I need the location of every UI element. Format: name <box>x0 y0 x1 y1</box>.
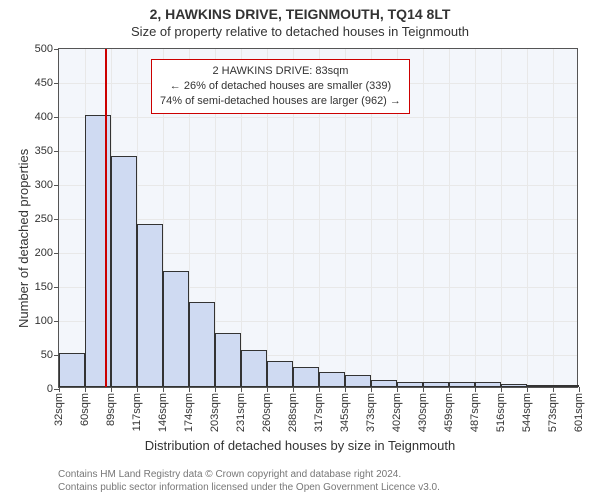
xtick-label: 260sqm <box>261 393 273 432</box>
plot-area: 05010015020025030035040045050032sqm60sqm… <box>58 48 578 388</box>
histogram-bar <box>293 367 320 387</box>
marker-line <box>105 49 107 387</box>
histogram-bar <box>59 353 85 387</box>
footer-line1: Contains HM Land Registry data © Crown c… <box>58 468 440 481</box>
xtick-mark <box>371 387 372 392</box>
xtick-mark <box>137 387 138 392</box>
chart-container: 2, HAWKINS DRIVE, TEIGNMOUTH, TQ14 8LT S… <box>0 0 600 500</box>
footer-line2: Contains public sector information licen… <box>58 481 440 494</box>
y-axis-label: Number of detached properties <box>16 149 31 328</box>
ytick-label: 150 <box>35 281 59 293</box>
xtick-mark <box>345 387 346 392</box>
xtick-mark <box>111 387 112 392</box>
footer-attribution: Contains HM Land Registry data © Crown c… <box>58 468 440 494</box>
xtick-label: 345sqm <box>339 393 351 432</box>
histogram-bar <box>163 271 189 387</box>
histogram-bar <box>475 382 502 387</box>
histogram-bar <box>85 115 112 387</box>
histogram-bar <box>527 385 554 387</box>
gridline-v <box>527 49 528 387</box>
ytick-label: 50 <box>41 349 59 361</box>
xtick-mark <box>85 387 86 392</box>
xtick-mark <box>449 387 450 392</box>
histogram-bar <box>267 361 293 387</box>
ytick-label: 350 <box>35 145 59 157</box>
xtick-mark <box>293 387 294 392</box>
xtick-label: 89sqm <box>105 393 117 426</box>
ytick-label: 500 <box>35 43 59 55</box>
xtick-mark <box>579 387 580 392</box>
xtick-mark <box>501 387 502 392</box>
histogram-bar <box>137 224 164 387</box>
xtick-label: 544sqm <box>521 393 533 432</box>
ytick-label: 250 <box>35 213 59 225</box>
xtick-mark <box>527 387 528 392</box>
xtick-mark <box>423 387 424 392</box>
xtick-mark <box>475 387 476 392</box>
gridline-v <box>501 49 502 387</box>
annotation-box: 2 HAWKINS DRIVE: 83sqm← 26% of detached … <box>151 59 410 114</box>
xtick-mark <box>397 387 398 392</box>
xtick-label: 430sqm <box>417 393 429 432</box>
histogram-bar <box>241 350 268 387</box>
xtick-label: 487sqm <box>469 393 481 432</box>
xtick-mark <box>319 387 320 392</box>
histogram-bar <box>449 382 475 387</box>
histogram-bar <box>371 380 398 387</box>
histogram-bar <box>397 382 423 387</box>
xtick-label: 146sqm <box>157 393 169 432</box>
chart-title-subtitle: Size of property relative to detached ho… <box>0 22 600 39</box>
annotation-line: 2 HAWKINS DRIVE: 83sqm <box>160 64 401 79</box>
gridline-v <box>475 49 476 387</box>
xtick-label: 60sqm <box>79 393 91 426</box>
xtick-label: 231sqm <box>235 393 247 432</box>
chart-title-address: 2, HAWKINS DRIVE, TEIGNMOUTH, TQ14 8LT <box>0 0 600 22</box>
xtick-label: 516sqm <box>495 393 507 432</box>
annotation-line: ← 26% of detached houses are smaller (33… <box>160 79 401 94</box>
xtick-mark <box>59 387 60 392</box>
ytick-label: 400 <box>35 111 59 123</box>
xtick-label: 288sqm <box>287 393 299 432</box>
histogram-bar <box>501 384 527 387</box>
xtick-mark <box>189 387 190 392</box>
xtick-label: 601sqm <box>573 393 585 432</box>
ytick-label: 450 <box>35 77 59 89</box>
histogram-bar <box>423 382 450 387</box>
xtick-label: 317sqm <box>313 393 325 432</box>
xtick-label: 174sqm <box>183 393 195 432</box>
xtick-label: 573sqm <box>547 393 559 432</box>
gridline-v <box>449 49 450 387</box>
x-axis-label: Distribution of detached houses by size … <box>0 438 600 453</box>
xtick-mark <box>553 387 554 392</box>
histogram-bar <box>553 385 579 387</box>
ytick-label: 200 <box>35 247 59 259</box>
xtick-label: 32sqm <box>53 393 65 426</box>
xtick-mark <box>215 387 216 392</box>
histogram-bar <box>345 375 371 387</box>
annotation-line: 74% of semi-detached houses are larger (… <box>160 94 401 109</box>
histogram-bar <box>215 333 241 387</box>
xtick-mark <box>163 387 164 392</box>
xtick-label: 373sqm <box>365 393 377 432</box>
xtick-mark <box>267 387 268 392</box>
gridline-v <box>423 49 424 387</box>
ytick-label: 300 <box>35 179 59 191</box>
ytick-label: 100 <box>35 315 59 327</box>
xtick-mark <box>241 387 242 392</box>
histogram-bar <box>189 302 216 387</box>
histogram-bar <box>319 372 345 387</box>
xtick-label: 117sqm <box>131 393 143 431</box>
gridline-v <box>553 49 554 387</box>
histogram-bar <box>111 156 137 387</box>
xtick-label: 459sqm <box>443 393 455 432</box>
xtick-label: 402sqm <box>391 393 403 432</box>
xtick-label: 203sqm <box>209 393 221 432</box>
